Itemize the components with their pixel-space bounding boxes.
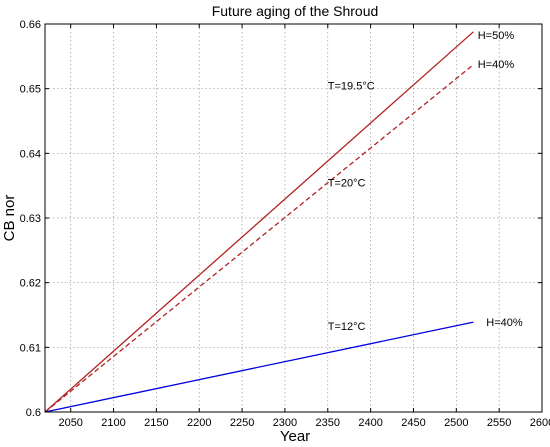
annotation-label: T=12°C [328, 321, 366, 333]
series-lines [44, 31, 474, 413]
y-tick-label: 0.66 [20, 19, 41, 31]
y-axis-label: CB nor [1, 195, 18, 242]
annotation-label: H=50% [478, 30, 515, 42]
x-tick-label: 2100 [101, 417, 125, 429]
y-tick-label: 0.64 [20, 148, 41, 160]
y-tick-label: 0.6 [26, 407, 41, 419]
x-tick-label: 2350 [316, 417, 340, 429]
y-tick-label: 0.63 [20, 213, 41, 225]
x-tick-label: 2550 [487, 417, 511, 429]
annotation-label: T=20°C [328, 177, 366, 189]
grid-lines [45, 23, 543, 413]
x-tick-label: 2450 [401, 417, 425, 429]
x-tick-label: 2400 [358, 417, 382, 429]
y-tick-label: 0.65 [20, 84, 41, 96]
annotation-label: T=19.5°C [328, 80, 375, 92]
y-tick-label: 0.62 [20, 278, 41, 290]
x-tick-label: 2150 [144, 417, 168, 429]
annotations: T=19.5°C T=20°C T=12°C H=50% H=40% H=40% [328, 30, 523, 333]
chart-title: Future aging of the Shroud [212, 3, 379, 19]
series-line-2 [44, 64, 474, 413]
series-line-1 [44, 31, 474, 413]
x-tick-label: 2500 [444, 417, 468, 429]
axis-ticks: 2050 2100 2150 2200 2250 2300 2350 2400 2450 2500… [20, 19, 550, 429]
x-tick-label: 2300 [273, 417, 297, 429]
x-tick-label: 2200 [187, 417, 211, 429]
x-axis-label: Year [280, 428, 310, 445]
x-tick-label: 2050 [58, 417, 82, 429]
x-tick-label: 2250 [230, 417, 254, 429]
annotation-label: H=40% [486, 317, 523, 329]
annotation-label: H=40% [478, 59, 515, 71]
y-tick-label: 0.61 [20, 342, 41, 354]
series-line-3 [44, 321, 474, 413]
